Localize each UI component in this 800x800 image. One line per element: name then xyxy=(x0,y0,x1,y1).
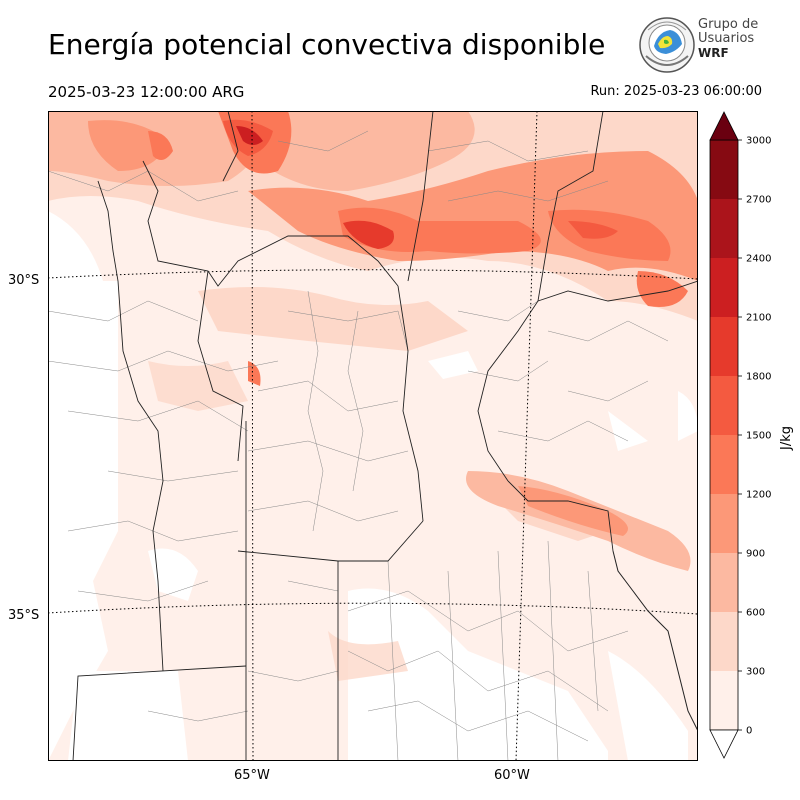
grupo-usuarios-wrf-logo: Grupo de Usuarios WRF xyxy=(638,16,762,74)
colorbar-tick-label: 2100 xyxy=(746,313,771,324)
colorbar-unit: J/kg xyxy=(779,426,794,451)
colorbar-band xyxy=(710,612,738,671)
lon-label-65w: 65°W xyxy=(234,768,270,783)
colorbar-tick-label: 900 xyxy=(746,549,765,560)
colorbar-band xyxy=(710,376,738,435)
department-boundaries xyxy=(48,130,669,761)
logo-line-2: Usuarios xyxy=(698,31,755,46)
graticule xyxy=(48,111,698,761)
colorbar-tick-label: 300 xyxy=(746,667,765,678)
colorbar-tick-label: 1500 xyxy=(746,431,771,442)
colorbar-band xyxy=(710,199,738,258)
colorbar-band xyxy=(710,435,738,494)
colorbar-band xyxy=(710,494,738,553)
run-time: Run: 2025-03-23 06:00:00 xyxy=(590,84,762,99)
cape-map xyxy=(48,111,698,761)
lat-label-30s: 30°S xyxy=(8,273,39,288)
map-title: Energía potencial convectiva disponible xyxy=(48,28,606,61)
colorbar: 0 300 600 900 1200 1500 1800 2100 2400 2700 3000 J… xyxy=(709,111,794,759)
coastline xyxy=(612,550,698,732)
province-boundaries xyxy=(72,111,698,761)
lat-label-35s: 35°S xyxy=(8,608,39,623)
colorbar-tick-label: 1800 xyxy=(746,372,771,383)
colorbar-bands xyxy=(709,139,739,731)
colorbar-band xyxy=(710,317,738,376)
colorbar-band xyxy=(710,553,738,612)
valid-time: 2025-03-23 12:00:00 ARG xyxy=(48,83,245,101)
colorbar-tick-label: 3000 xyxy=(746,136,771,147)
colorbar-tick-label: 1200 xyxy=(746,490,771,501)
colorbar-extend-max xyxy=(709,111,739,141)
map-frame xyxy=(48,111,698,761)
colorbar-band xyxy=(710,258,738,317)
colorbar-tick-label: 2700 xyxy=(746,195,771,206)
colorbar-extend-min xyxy=(709,729,739,759)
colorbar-band xyxy=(710,671,738,730)
colorbar-tick-label: 0 xyxy=(746,726,752,737)
colorbar-ticks: 0 300 600 900 1200 1500 1800 2100 2400 2700 3000 xyxy=(738,136,771,737)
colorbar-tick-label: 600 xyxy=(746,608,765,619)
globe-emblem-icon xyxy=(639,17,695,73)
colorbar-band xyxy=(710,140,738,199)
lon-label-60w: 60°W xyxy=(494,768,530,783)
colorbar-tick-label: 2400 xyxy=(746,254,771,265)
logo-line-3: WRF xyxy=(698,46,729,60)
logo-line-1: Grupo de xyxy=(698,17,759,32)
